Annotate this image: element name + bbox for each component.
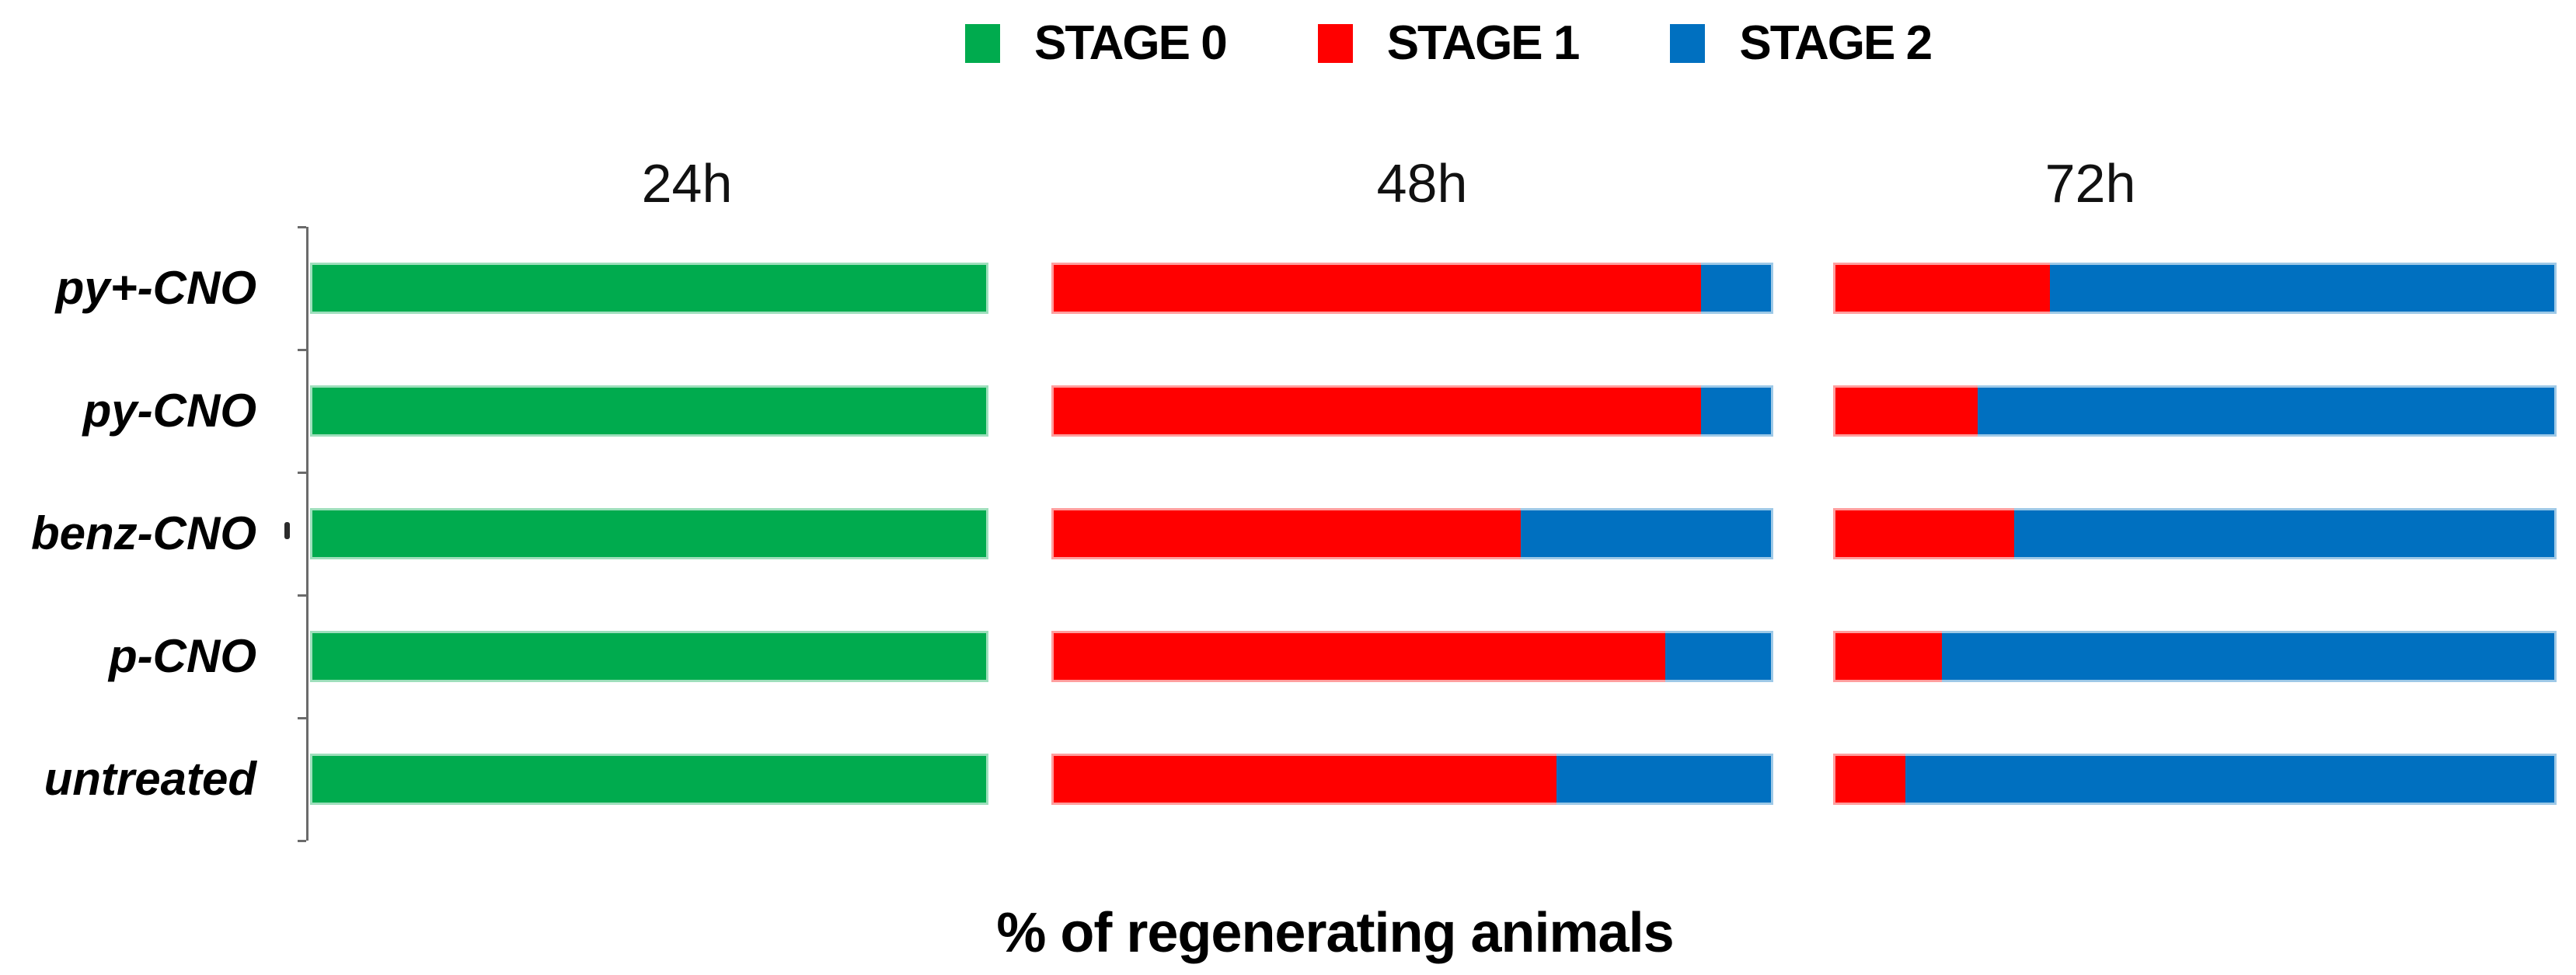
segment-48h-untreated-stage1 [1051,754,1557,805]
bar-24h-benz-CNO [310,508,988,559]
y-axis-tick [298,840,306,842]
bar-48h-p-CNO [1051,631,1773,682]
segment-72h-py+-CNO-stage1 [1833,263,2051,314]
segment-72h-benz-CNO-stage1 [1833,508,2014,559]
legend-label-stage0: STAGE 0 [1034,16,1228,70]
segment-72h-p-CNO-stage1 [1833,631,1942,682]
segment-48h-py-CNO-stage1 [1051,385,1702,437]
segment-72h-py-CNO-stage2 [1978,385,2557,437]
segment-24h-benz-CNO-stage0 [310,508,988,559]
legend-entry-stage2: STAGE 2 [1670,16,1933,71]
bar-48h-py-CNO [1051,385,1773,437]
segment-24h-py-CNO-stage0 [310,385,988,437]
legend-label-stage2: STAGE 2 [1739,16,1933,70]
y-axis-line [306,227,308,841]
row-label-p-cno: p-CNO [109,630,256,682]
y-axis-tick [298,349,306,351]
segment-48h-py+-CNO-stage2 [1701,263,1773,314]
bar-72h-untreated [1833,754,2557,805]
bar-24h-untreated [310,754,988,805]
group-header-48h: 48h [1376,153,1468,214]
legend-entry-stage0: STAGE 0 [965,16,1228,71]
row-label-untreated: untreated [44,753,256,805]
segment-24h-py+-CNO-stage0 [310,263,988,314]
stage2-swatch-icon [1670,23,1706,63]
segment-48h-benz-CNO-stage1 [1051,508,1521,559]
bar-48h-py+-CNO [1051,263,1773,314]
segment-48h-untreated-stage2 [1556,754,1773,805]
bar-24h-p-CNO [310,631,988,682]
legend-entry-stage1: STAGE 1 [1317,16,1581,71]
y-axis-tick [298,226,306,228]
group-header-24h: 24h [641,153,733,214]
bar-48h-untreated [1051,754,1773,805]
segment-48h-py+-CNO-stage1 [1051,263,1702,314]
y-axis-tick [298,594,306,597]
bar-72h-py-CNO [1833,385,2557,437]
y-axis-tick [298,717,306,719]
segment-72h-py-CNO-stage1 [1833,385,1978,437]
segment-72h-benz-CNO-stage2 [2013,508,2557,559]
y-axis-tick [298,472,306,474]
row-label-py-cno: py-CNO [82,385,256,437]
bar-24h-py-CNO [310,385,988,437]
stray-mark [284,522,290,539]
segment-48h-p-CNO-stage1 [1051,631,1665,682]
segment-72h-untreated-stage2 [1905,754,2557,805]
bar-24h-py+-CNO [310,263,988,314]
segment-48h-py-CNO-stage2 [1701,385,1773,437]
bar-48h-benz-CNO [1051,508,1773,559]
segment-48h-p-CNO-stage2 [1664,631,1773,682]
stage1-swatch-icon [1317,23,1353,63]
bar-72h-p-CNO [1833,631,2557,682]
group-header-72h: 72h [2044,153,2136,214]
segment-72h-py+-CNO-stage2 [2050,263,2557,314]
bar-72h-py+-CNO [1833,263,2557,314]
row-label-py-plus-cno: py+-CNO [55,262,256,314]
stage0-swatch-icon [965,23,1000,63]
segment-72h-untreated-stage1 [1833,754,1906,805]
legend-label-stage1: STAGE 1 [1386,16,1581,70]
segment-72h-p-CNO-stage2 [1941,631,2557,682]
segment-48h-benz-CNO-stage2 [1520,508,1773,559]
segment-24h-p-CNO-stage0 [310,631,988,682]
segment-24h-untreated-stage0 [310,754,988,805]
x-axis-title: % of regenerating animals [996,902,1674,964]
row-label-benz-cno: benz-CNO [31,507,256,559]
legend: STAGE 0 STAGE 1 STAGE 2 [965,16,1933,71]
bar-72h-benz-CNO [1833,508,2557,559]
